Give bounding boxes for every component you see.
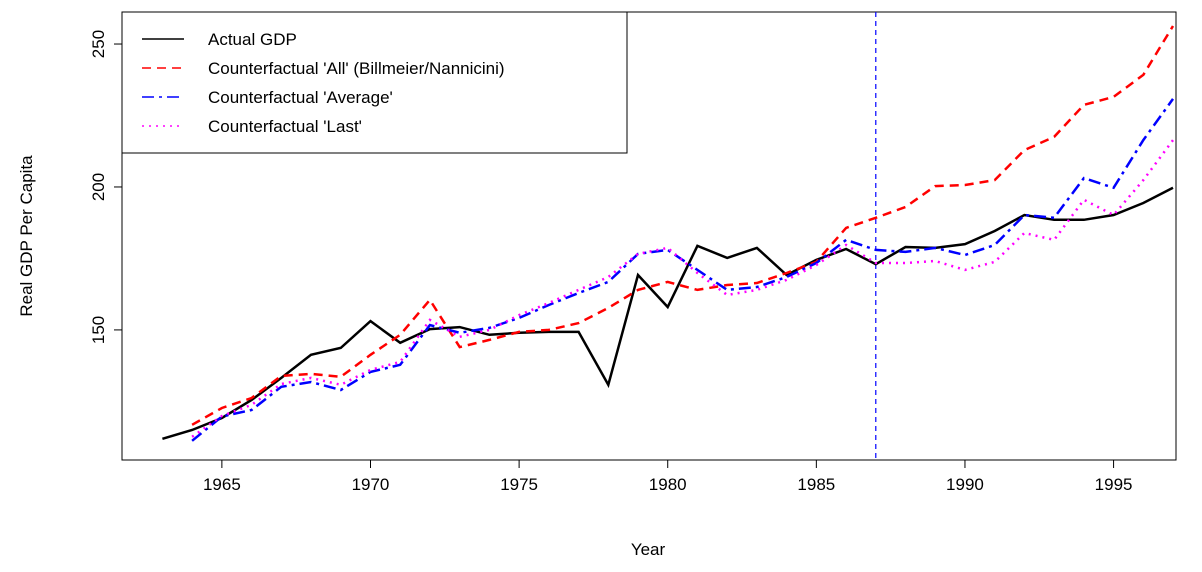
legend-label: Counterfactual 'Last' [208,117,362,136]
x-tick-label: 1970 [352,475,390,494]
y-tick-label: 150 [89,316,108,344]
x-tick-label: 1975 [500,475,538,494]
x-tick-label: 1965 [203,475,241,494]
x-tick-label: 1990 [946,475,984,494]
x-axis-label: Year [631,540,666,559]
x-tick-label: 1985 [797,475,835,494]
legend-label: Counterfactual 'Average' [208,88,393,107]
x-tick-label: 1995 [1095,475,1133,494]
series-line [191,139,1175,438]
legend-label: Counterfactual 'All' (Billmeier/Nannicin… [208,59,505,78]
series-line [191,98,1175,442]
series-line [162,186,1174,440]
legend-box [121,11,628,154]
series-line [191,25,1175,426]
y-axis-label: Real GDP Per Capita [17,155,36,317]
legend-label: Actual GDP [208,30,297,49]
x-tick-label: 1980 [649,475,687,494]
y-tick-label: 250 [89,30,108,58]
y-tick-label: 200 [89,173,108,201]
